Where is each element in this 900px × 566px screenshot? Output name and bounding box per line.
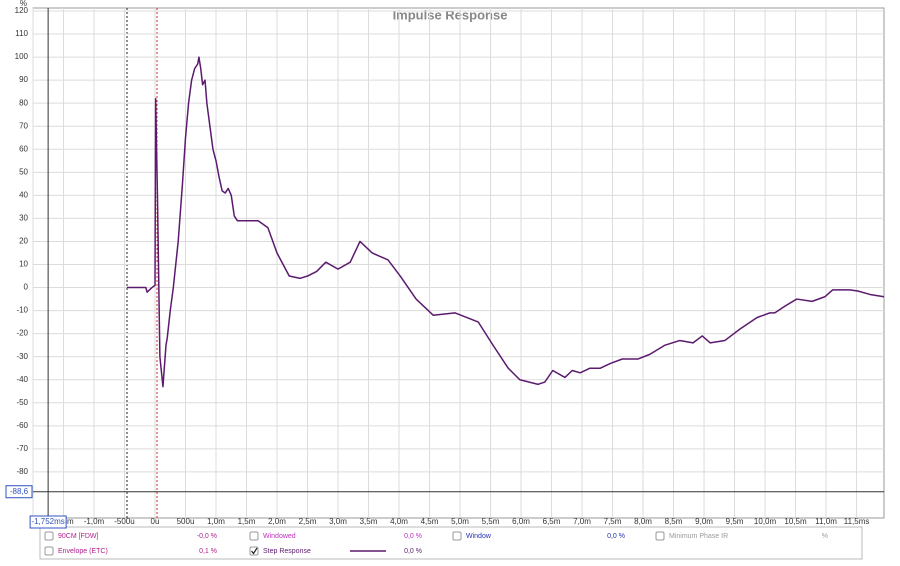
legend-readout: % — [822, 533, 828, 540]
series-line — [126, 56, 885, 388]
x-tick-label: 9,5m — [726, 517, 744, 526]
x-tick-label: 10,5m — [784, 517, 807, 526]
y-tick-label: -80 — [16, 467, 28, 476]
legend-label: Minimum Phase IR — [669, 533, 728, 540]
plot-area — [32, 7, 885, 519]
y-tick-label: 30 — [19, 214, 28, 223]
y-tick-label: -10 — [16, 306, 28, 315]
checkbox[interactable] — [44, 546, 54, 556]
legend-readout: 0,0 % — [607, 533, 625, 540]
x-tick-label: 4,0m — [390, 517, 408, 526]
y-tick-label: -60 — [16, 421, 28, 430]
legend-panel — [39, 526, 863, 560]
y-tick-label: 10 — [19, 260, 28, 269]
checkbox[interactable] — [44, 531, 54, 541]
legend-label: Windowed — [263, 533, 296, 540]
x-tick-label: 11,0m — [815, 517, 837, 526]
legend-label: 90CM [FDW] — [58, 533, 99, 540]
checkbox — [655, 531, 665, 541]
y-tick-label: -50 — [16, 398, 28, 407]
x-tick-label: 8,0m — [634, 517, 652, 526]
cursor-box — [5, 485, 33, 499]
x-tick-label: 2,5m — [299, 517, 317, 526]
y-tick-label: 0 — [24, 283, 29, 292]
y-tick-label: 90 — [19, 75, 28, 84]
x-tick-label: -500u — [114, 517, 134, 526]
x-tick-label: 0u — [151, 517, 160, 526]
x-tick-label: 4,5m — [421, 517, 439, 526]
x-tick-label: 500u — [177, 517, 195, 526]
x-tick-label: 6,5m — [543, 517, 561, 526]
y-tick-label: 50 — [19, 167, 28, 176]
x-tick-label: 1,5m — [238, 517, 256, 526]
y-tick-label: 120 — [15, 6, 29, 15]
checkmark — [251, 547, 258, 555]
y-tick-label: -70 — [16, 444, 28, 453]
y-tick-label: -20 — [16, 329, 28, 338]
x-tick-label: 9,0m — [695, 517, 713, 526]
checkbox[interactable] — [249, 531, 259, 541]
legend-readout: 0,1 % — [199, 548, 217, 555]
legend-readout: 0,0 % — [404, 548, 422, 555]
legend-label: Window — [466, 533, 492, 540]
x-tick-label: 5,0m — [451, 517, 469, 526]
x-tick-label: 8,5m — [665, 517, 683, 526]
x-tick-label: 5,5m — [482, 517, 500, 526]
x-tick-label: -1,0m — [84, 517, 105, 526]
x-tick-label: 3,5m — [360, 517, 378, 526]
y-tick-label: 80 — [19, 98, 28, 107]
y-unit: % — [20, 0, 27, 8]
x-tick-label: 11,5ms — [844, 517, 870, 526]
y-tick-label: 110 — [15, 29, 28, 38]
cursor-y-label: -88,6 — [10, 487, 29, 496]
cursor-box — [29, 515, 67, 529]
x-tick-label: 3,0m — [329, 517, 347, 526]
y-tick-label: 20 — [19, 237, 28, 246]
y-tick-label: 60 — [19, 144, 28, 153]
x-tick-label: 10,0m — [754, 517, 777, 526]
y-tick-label: -40 — [16, 375, 28, 384]
checkbox[interactable] — [452, 531, 462, 541]
x-tick-label: 7,0m — [573, 517, 591, 526]
y-tick-label: -30 — [16, 352, 28, 361]
cursor-x-label: -1,752ms — [31, 517, 64, 526]
y-tick-label: 40 — [19, 190, 28, 199]
y-tick-label: 100 — [15, 52, 29, 61]
x-tick-label: 7,5m — [604, 517, 622, 526]
legend-readout: 0,0 % — [404, 533, 422, 540]
x-tick-label: 2,0m — [268, 517, 286, 526]
x-tick-label: 1,0m — [207, 517, 225, 526]
y-tick-label: 70 — [19, 121, 28, 130]
legend-label: Step Response — [263, 548, 311, 555]
legend-readout: -0,0 % — [197, 533, 217, 540]
x-tick-label: 6,0m — [512, 517, 530, 526]
legend-label: Envelope (ETC) — [58, 548, 108, 555]
